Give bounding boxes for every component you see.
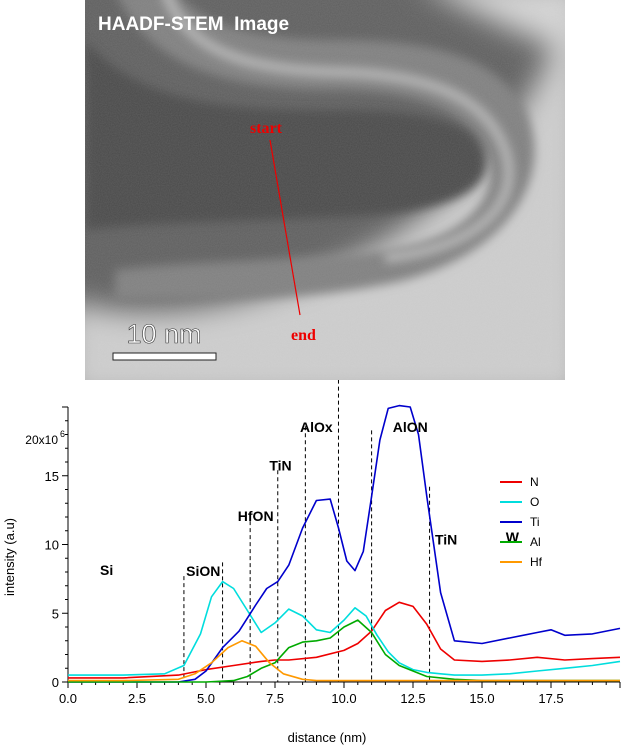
line-scan-chart: 0.0 2.5 5.0 7.5 10.0 12.5 15.0 17.5 0 5 10 15 Si SiO…	[0, 380, 627, 750]
legend-label-n: N	[530, 475, 539, 489]
end-label: end	[291, 327, 316, 344]
region-label: AlOx	[300, 419, 333, 435]
series-line-o	[68, 580, 621, 676]
x-tick-label: 17.5	[538, 691, 563, 706]
series-lines	[68, 404, 621, 683]
region-label: W	[506, 529, 520, 545]
chart-axes: 0.0 2.5 5.0 7.5 10.0 12.5 15.0 17.5 0 5 10 15	[45, 406, 621, 706]
y-exponent-power: 6	[60, 429, 65, 439]
line-scan-path	[269, 139, 301, 316]
legend-label-hf: Hf	[530, 555, 543, 569]
y-tick-label: 15	[45, 469, 59, 484]
scale-bar	[112, 352, 217, 361]
legend-label-o: O	[530, 495, 539, 509]
y-axis-label: intensity (a.u)	[2, 518, 17, 596]
chart-background	[0, 380, 627, 750]
stem-title: HAADF-STEM Image	[98, 14, 289, 35]
region-labels: SiSiONHfONTiNAlOxTiAlOAlONTiNW	[100, 419, 520, 579]
series-line-n	[68, 601, 621, 679]
start-label: start	[250, 120, 283, 137]
legend-label-ti: Ti	[530, 515, 540, 529]
y-tick-label: 0	[52, 675, 59, 690]
stem-noise	[85, 0, 565, 380]
series-line-hf	[68, 639, 620, 682]
legend: NO Ti Al Hf	[500, 475, 543, 569]
region-label: SiON	[186, 563, 220, 579]
x-tick-label: 10.0	[331, 691, 356, 706]
x-tick-label: 7.5	[266, 691, 284, 706]
series-line-ti	[68, 404, 621, 683]
region-label: TiN	[435, 532, 457, 548]
region-label: HfON	[238, 508, 274, 524]
region-label: AlON	[393, 419, 428, 435]
stem-image: HAADF-STEM Image start end 10 nm	[85, 0, 565, 380]
x-tick-label: 15.0	[469, 691, 494, 706]
y-exponent-label: 20x10	[25, 433, 58, 447]
x-tick-label: 0.0	[59, 691, 77, 706]
y-tick-label: 5	[52, 606, 59, 621]
scale-bar-label: 10 nm	[126, 319, 201, 349]
region-label: Si	[100, 562, 113, 578]
y-tick-label: 10	[45, 538, 59, 553]
series-line-al	[68, 619, 620, 683]
x-tick-label: 2.5	[128, 691, 146, 706]
x-tick-label: 5.0	[197, 691, 215, 706]
x-axis-label: distance (nm)	[288, 730, 367, 745]
x-tick-label: 12.5	[400, 691, 425, 706]
region-label: TiN	[269, 457, 291, 473]
legend-label-al: Al	[530, 535, 541, 549]
